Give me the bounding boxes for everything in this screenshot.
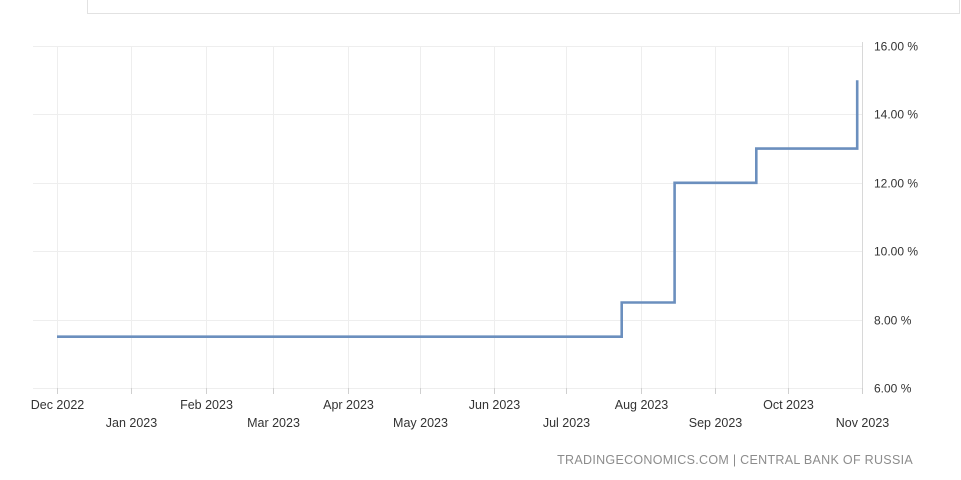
top-frame — [87, 0, 960, 14]
source-attribution: TRADINGECONOMICS.COM | CENTRAL BANK OF R… — [557, 453, 913, 467]
y-axis-labels: 6.00 % 8.00 % 10.00 % 12.00 % 14.00 % 16.00 % — [874, 40, 918, 396]
series-layer — [57, 80, 859, 339]
x-tick-label: Feb 2023 — [180, 398, 233, 412]
y-tick-label: 16.00 % — [874, 40, 918, 54]
x-tick-label: Jun 2023 — [469, 398, 520, 412]
x-tick-label: Jan 2023 — [106, 416, 157, 430]
x-tick-label: Oct 2023 — [763, 398, 814, 412]
y-tick-label: 8.00 % — [874, 314, 912, 328]
x-tick-label: Aug 2023 — [615, 398, 669, 412]
x-tick-label: Nov 2023 — [836, 416, 890, 430]
x-tick-label: Dec 2022 — [31, 398, 85, 412]
x-tick-label: Sep 2023 — [689, 416, 743, 430]
grid-layer — [33, 42, 863, 394]
y-tick-label: 10.00 % — [874, 245, 918, 259]
x-tick-label: Jul 2023 — [543, 416, 590, 430]
x-tick-label: May 2023 — [393, 416, 448, 430]
series-line — [57, 80, 859, 339]
y-tick-label: 6.00 % — [874, 382, 912, 396]
y-tick-label: 14.00 % — [874, 108, 918, 122]
x-tick-label: Mar 2023 — [247, 416, 300, 430]
x-tick-label: Apr 2023 — [323, 398, 374, 412]
y-tick-label: 12.00 % — [874, 177, 918, 191]
x-axis-labels: Dec 2022 Jan 2023 Feb 2023 Mar 2023 Apr 2023… — [31, 398, 890, 430]
